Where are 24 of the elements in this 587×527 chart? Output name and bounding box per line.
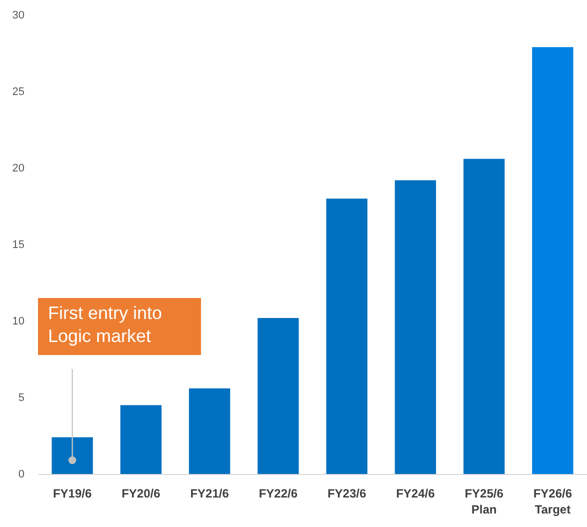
y-tick-label: 15 — [12, 239, 24, 251]
bar — [120, 405, 162, 474]
bar — [326, 198, 368, 474]
y-tick-label: 10 — [12, 316, 24, 328]
x-tick-label: FY24/6 — [396, 486, 436, 500]
y-tick-label: 30 — [12, 10, 24, 22]
bar — [463, 158, 505, 474]
x-tick-label: FY22/6 — [258, 486, 298, 500]
bar — [52, 437, 93, 474]
bar — [188, 388, 230, 474]
x-tick-label: FY21/6 — [190, 486, 230, 500]
x-tick-label: FY20/6 — [122, 486, 161, 500]
bar — [394, 180, 436, 474]
bar — [532, 47, 574, 474]
y-tick-label: 25 — [12, 86, 24, 98]
x-tick-label: FY26/6 Target — [533, 486, 572, 516]
x-tick-label: FY19/6 — [52, 486, 92, 500]
x-tick-label: FY25/6 Plan — [464, 486, 504, 516]
y-tick-label: 20 — [12, 162, 24, 174]
y-tick-label: 0 — [18, 468, 24, 480]
bar — [258, 318, 299, 474]
y-tick-label: 5 — [18, 392, 24, 404]
x-tick-label: FY23/6 — [327, 486, 366, 500]
annotation: First entry into Logic market — [48, 303, 162, 346]
